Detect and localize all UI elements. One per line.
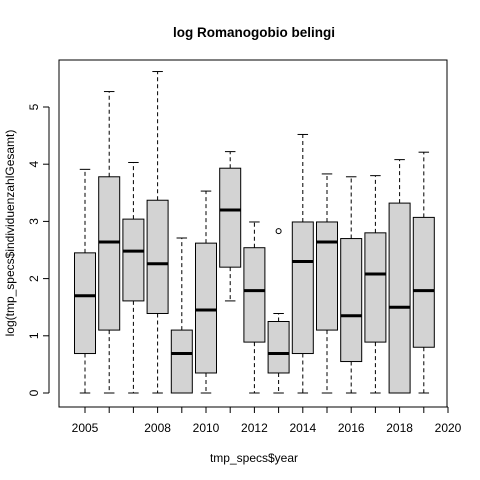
iqr-box (412, 216, 435, 348)
box-2013 (267, 228, 290, 394)
iqr-box (267, 321, 290, 374)
box-2007 (122, 161, 145, 394)
box-2012 (243, 221, 266, 394)
box-2005 (74, 168, 96, 394)
iqr-box (364, 232, 387, 343)
iqr-box (388, 202, 411, 394)
x-tick-label: 2014 (289, 421, 316, 435)
x-tick-label: 2016 (338, 421, 365, 435)
y-tick-label: 3 (27, 218, 41, 225)
box-2011 (219, 151, 242, 302)
box-series (74, 71, 435, 394)
iqr-box (340, 238, 363, 363)
iqr-box (98, 176, 121, 331)
y-tick-label: 2 (27, 275, 41, 282)
iqr-box (316, 221, 338, 331)
y-tick-label: 4 (27, 161, 41, 168)
x-tick-label: 2018 (386, 421, 413, 435)
x-tick-label: 2010 (193, 421, 220, 435)
box-2008 (146, 71, 169, 394)
x-tick-label: 2008 (144, 421, 171, 435)
y-axis-label: log(tmp_specs$individuenzahlGesamt) (3, 130, 17, 337)
box-2017 (364, 175, 387, 394)
box-2019 (412, 151, 435, 394)
box-2015 (316, 173, 338, 394)
iqr-box (146, 199, 169, 314)
iqr-box (74, 252, 96, 355)
x-tick-label: 2020 (435, 421, 462, 435)
x-axis: 2005 2008 2010 2012 2014 2016 2018 2020 (72, 406, 462, 435)
y-tick-label: 5 (27, 103, 41, 110)
iqr-box (122, 218, 145, 302)
box-2016 (340, 176, 363, 394)
iqr-box (170, 329, 193, 394)
iqr-box (291, 221, 314, 355)
iqr-box (219, 167, 242, 268)
box-2014 (291, 133, 314, 394)
x-axis-label: tmp_specs$year (210, 451, 298, 465)
box-2006 (98, 91, 121, 394)
box-2010 (195, 190, 217, 394)
box-2009 (170, 237, 193, 394)
outlier-point (275, 228, 282, 235)
iqr-box (243, 247, 266, 343)
y-tick-label: 1 (27, 332, 41, 339)
iqr-box (195, 242, 217, 374)
x-tick-label: 2012 (241, 421, 268, 435)
y-tick-label: 0 (27, 389, 41, 396)
y-axis: 0 1 2 3 4 5 (27, 103, 50, 396)
box-2018 (388, 159, 411, 394)
x-tick-label: 2005 (72, 421, 99, 435)
chart-title: log Romanogobio belingi (173, 25, 335, 40)
